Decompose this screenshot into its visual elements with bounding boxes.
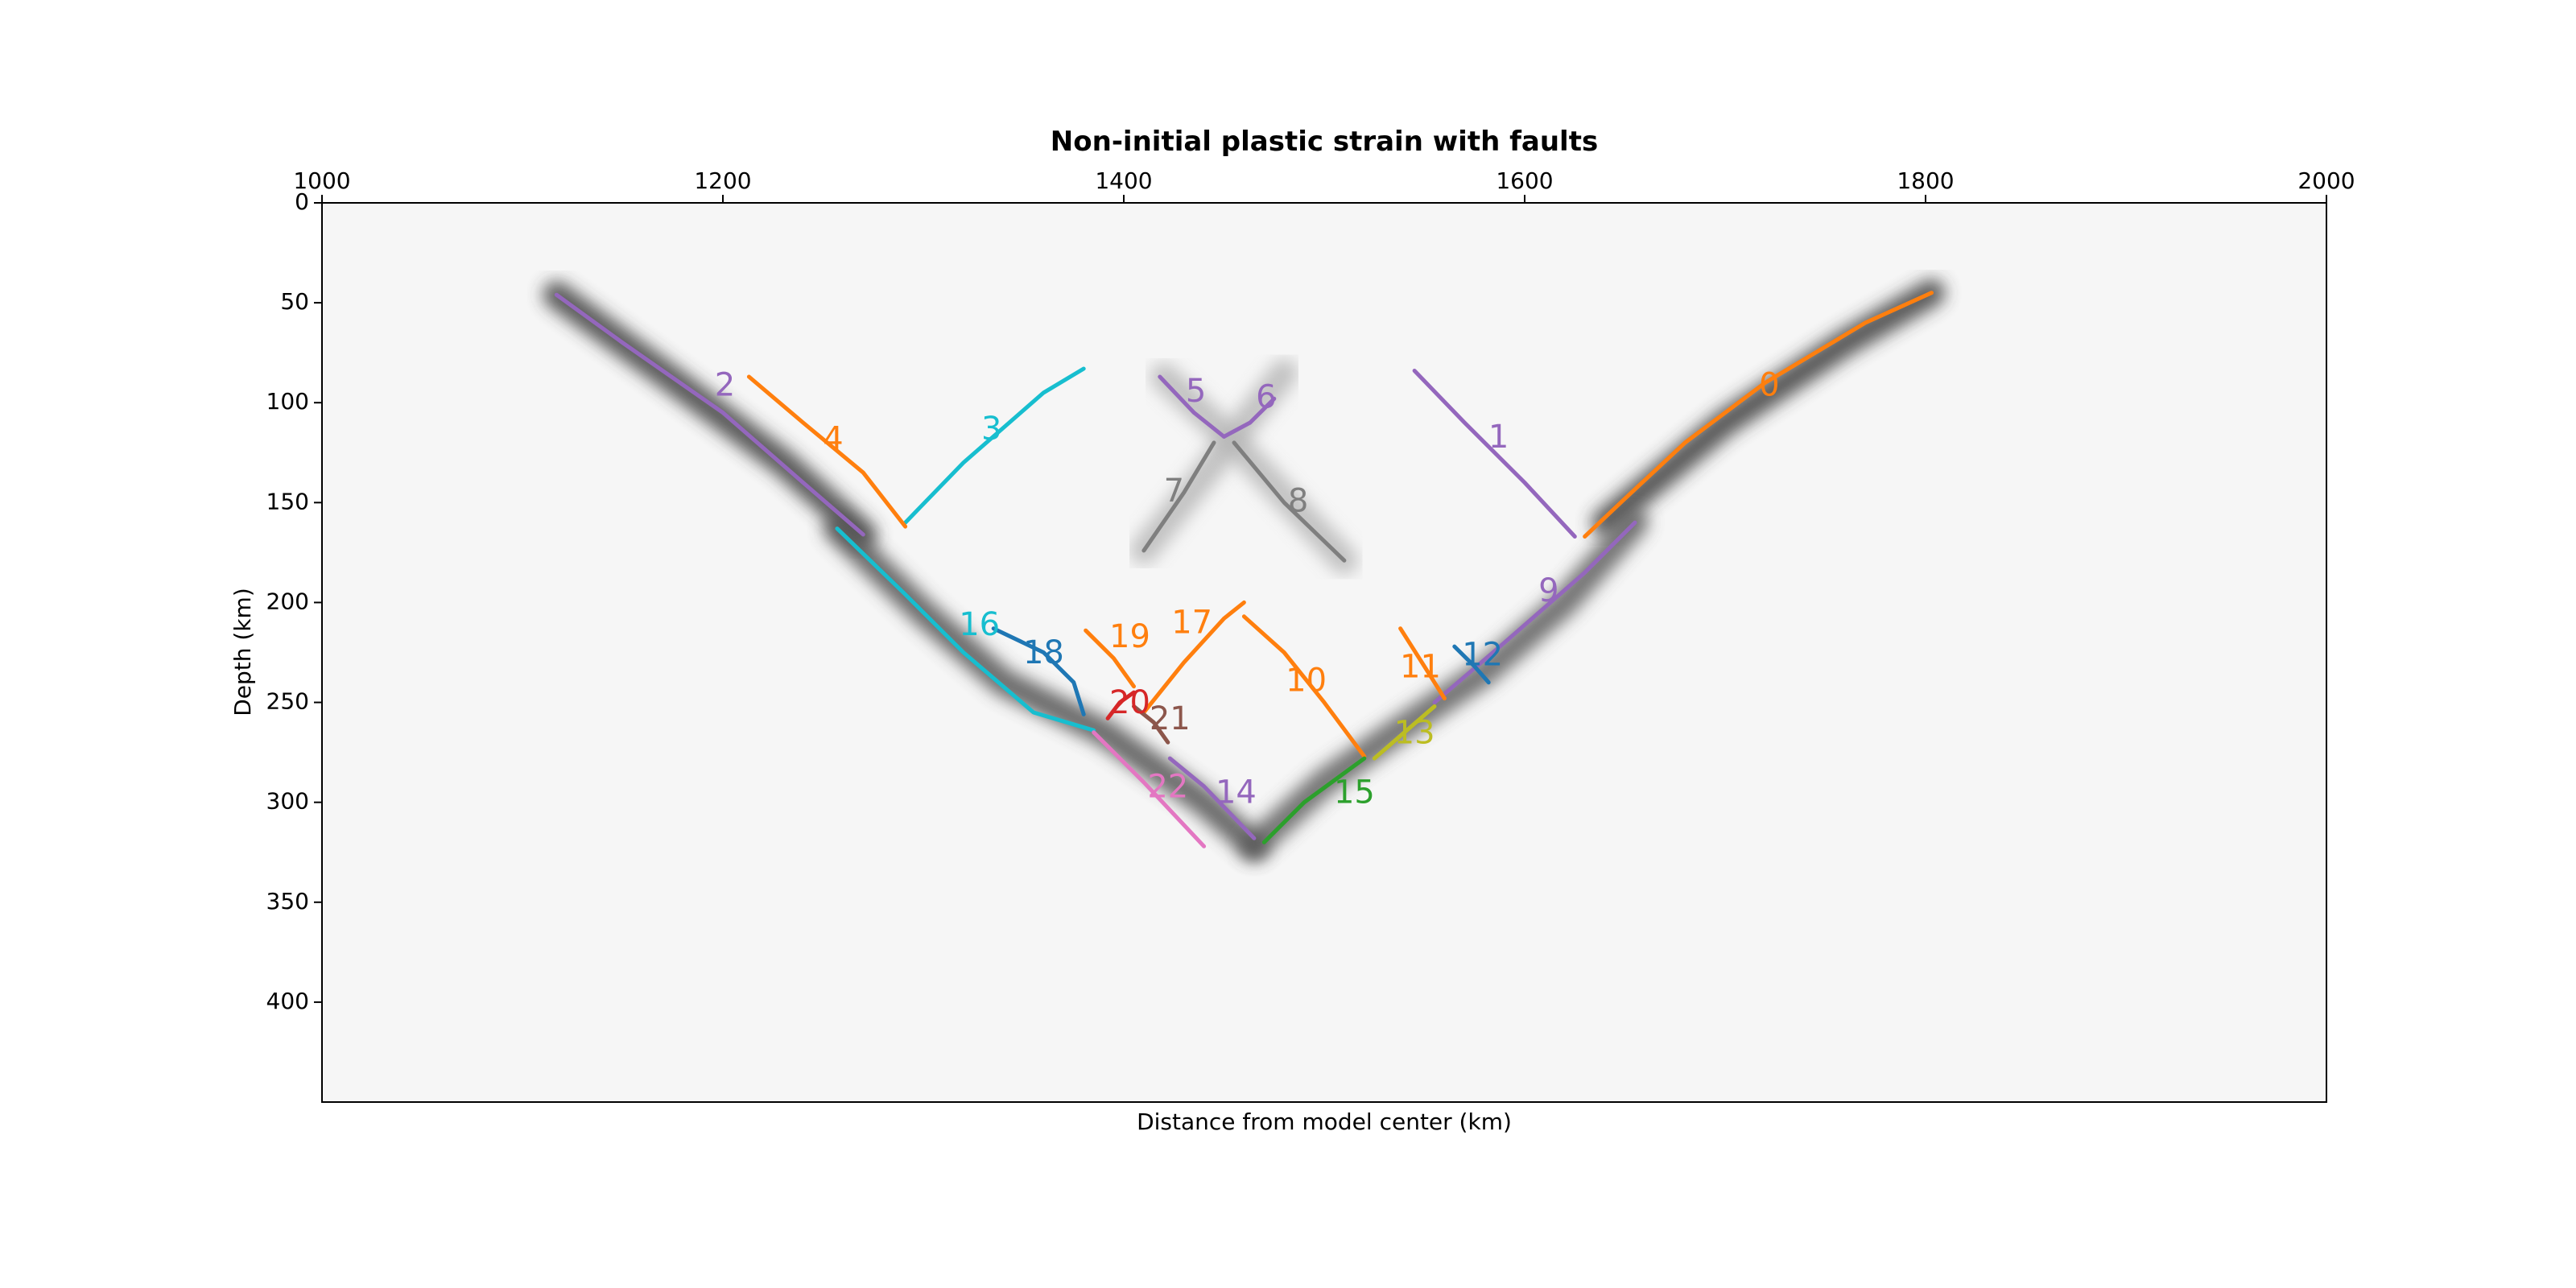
- chart-title: Non-initial plastic strain with faults: [1051, 126, 1598, 158]
- fault-line-9: [1432, 520, 1637, 705]
- fault-label-6: 6: [1256, 378, 1276, 415]
- y-axis: 0 50 100 150 200 250 300 350 400: [266, 188, 322, 1014]
- fault-line-1: [1412, 369, 1577, 539]
- fault-line-17: [1141, 600, 1246, 715]
- x-tick-label: 1600: [1496, 167, 1553, 194]
- x-tick-label: 1200: [694, 167, 751, 194]
- x-axis-title: Distance from model center (km): [1137, 1108, 1512, 1135]
- fault-line-18: [991, 626, 1086, 716]
- fault-label-9: 9: [1538, 572, 1558, 609]
- strain-band-4: [1129, 359, 1298, 564]
- fault-label-3: 3: [981, 411, 1001, 448]
- fault-label-4: 4: [823, 420, 843, 457]
- fault-line-3: [903, 366, 1086, 525]
- y-tick-label: 150: [266, 488, 309, 514]
- fault-label-14: 14: [1216, 774, 1257, 811]
- plot-frame: [321, 202, 2327, 1103]
- y-tick-label: 0: [295, 188, 309, 215]
- fault-label-17: 17: [1171, 605, 1212, 642]
- fault-line-7: [1141, 440, 1216, 553]
- x-tick-label: 1400: [1095, 167, 1152, 194]
- fault-line-10: [1241, 614, 1367, 759]
- fault-line-19: [1084, 628, 1136, 689]
- fault-lines: [554, 291, 1934, 848]
- y-tick-label: 400: [266, 988, 309, 1014]
- fault-label-21: 21: [1150, 700, 1191, 737]
- fault-label-15: 15: [1334, 774, 1375, 811]
- fault-line-13: [1372, 704, 1437, 761]
- x-tick-label: 1000: [293, 167, 350, 194]
- fault-label-10: 10: [1286, 663, 1327, 700]
- fault-label-5: 5: [1186, 373, 1206, 410]
- fault-line-5: [1158, 374, 1226, 439]
- fault-label-19: 19: [1109, 618, 1150, 655]
- fault-label-11: 11: [1400, 648, 1441, 685]
- fault-line-0: [1583, 291, 1934, 539]
- x-tick-label: 1800: [1897, 167, 1954, 194]
- fault-label-2: 2: [715, 366, 735, 403]
- fault-line-8: [1232, 440, 1347, 563]
- y-axis-title: Depth (km): [229, 588, 256, 716]
- fault-label-13: 13: [1394, 714, 1435, 751]
- fault-line-6: [1222, 396, 1277, 439]
- fault-label-12: 12: [1462, 637, 1503, 674]
- fault-line-15: [1261, 756, 1367, 844]
- fault-line-11: [1398, 626, 1447, 701]
- fault-line-22: [1092, 730, 1207, 848]
- fault-label-18: 18: [1023, 634, 1064, 671]
- y-tick-label: 50: [280, 288, 309, 315]
- x-tick-label: 2000: [2297, 167, 2355, 194]
- fault-line-21: [1132, 704, 1170, 745]
- strain-band-1: [1591, 279, 1946, 537]
- fault-label-22: 22: [1147, 768, 1188, 805]
- fault-label-0: 0: [1759, 366, 1779, 403]
- fault-line-14: [1167, 756, 1257, 840]
- y-tick-label: 350: [266, 888, 309, 914]
- fault-line-20: [1105, 690, 1136, 720]
- y-tick-label: 250: [266, 688, 309, 715]
- y-tick-label: 100: [266, 388, 309, 415]
- fault-label-20: 20: [1109, 684, 1150, 721]
- fault-label-16: 16: [959, 606, 1000, 643]
- y-tick-label: 300: [266, 788, 309, 815]
- fault-line-2: [554, 292, 865, 537]
- fault-label-8: 8: [1288, 482, 1308, 519]
- fault-line-4: [746, 374, 908, 529]
- fault-label-7: 7: [1164, 473, 1184, 510]
- fault-label-1: 1: [1488, 419, 1509, 456]
- fault-line-16: [835, 526, 1096, 733]
- x-axis: 1000 1200 1400 1600 1800 2000: [293, 167, 2355, 203]
- y-tick-label: 200: [266, 588, 309, 614]
- fault-line-12: [1452, 644, 1491, 685]
